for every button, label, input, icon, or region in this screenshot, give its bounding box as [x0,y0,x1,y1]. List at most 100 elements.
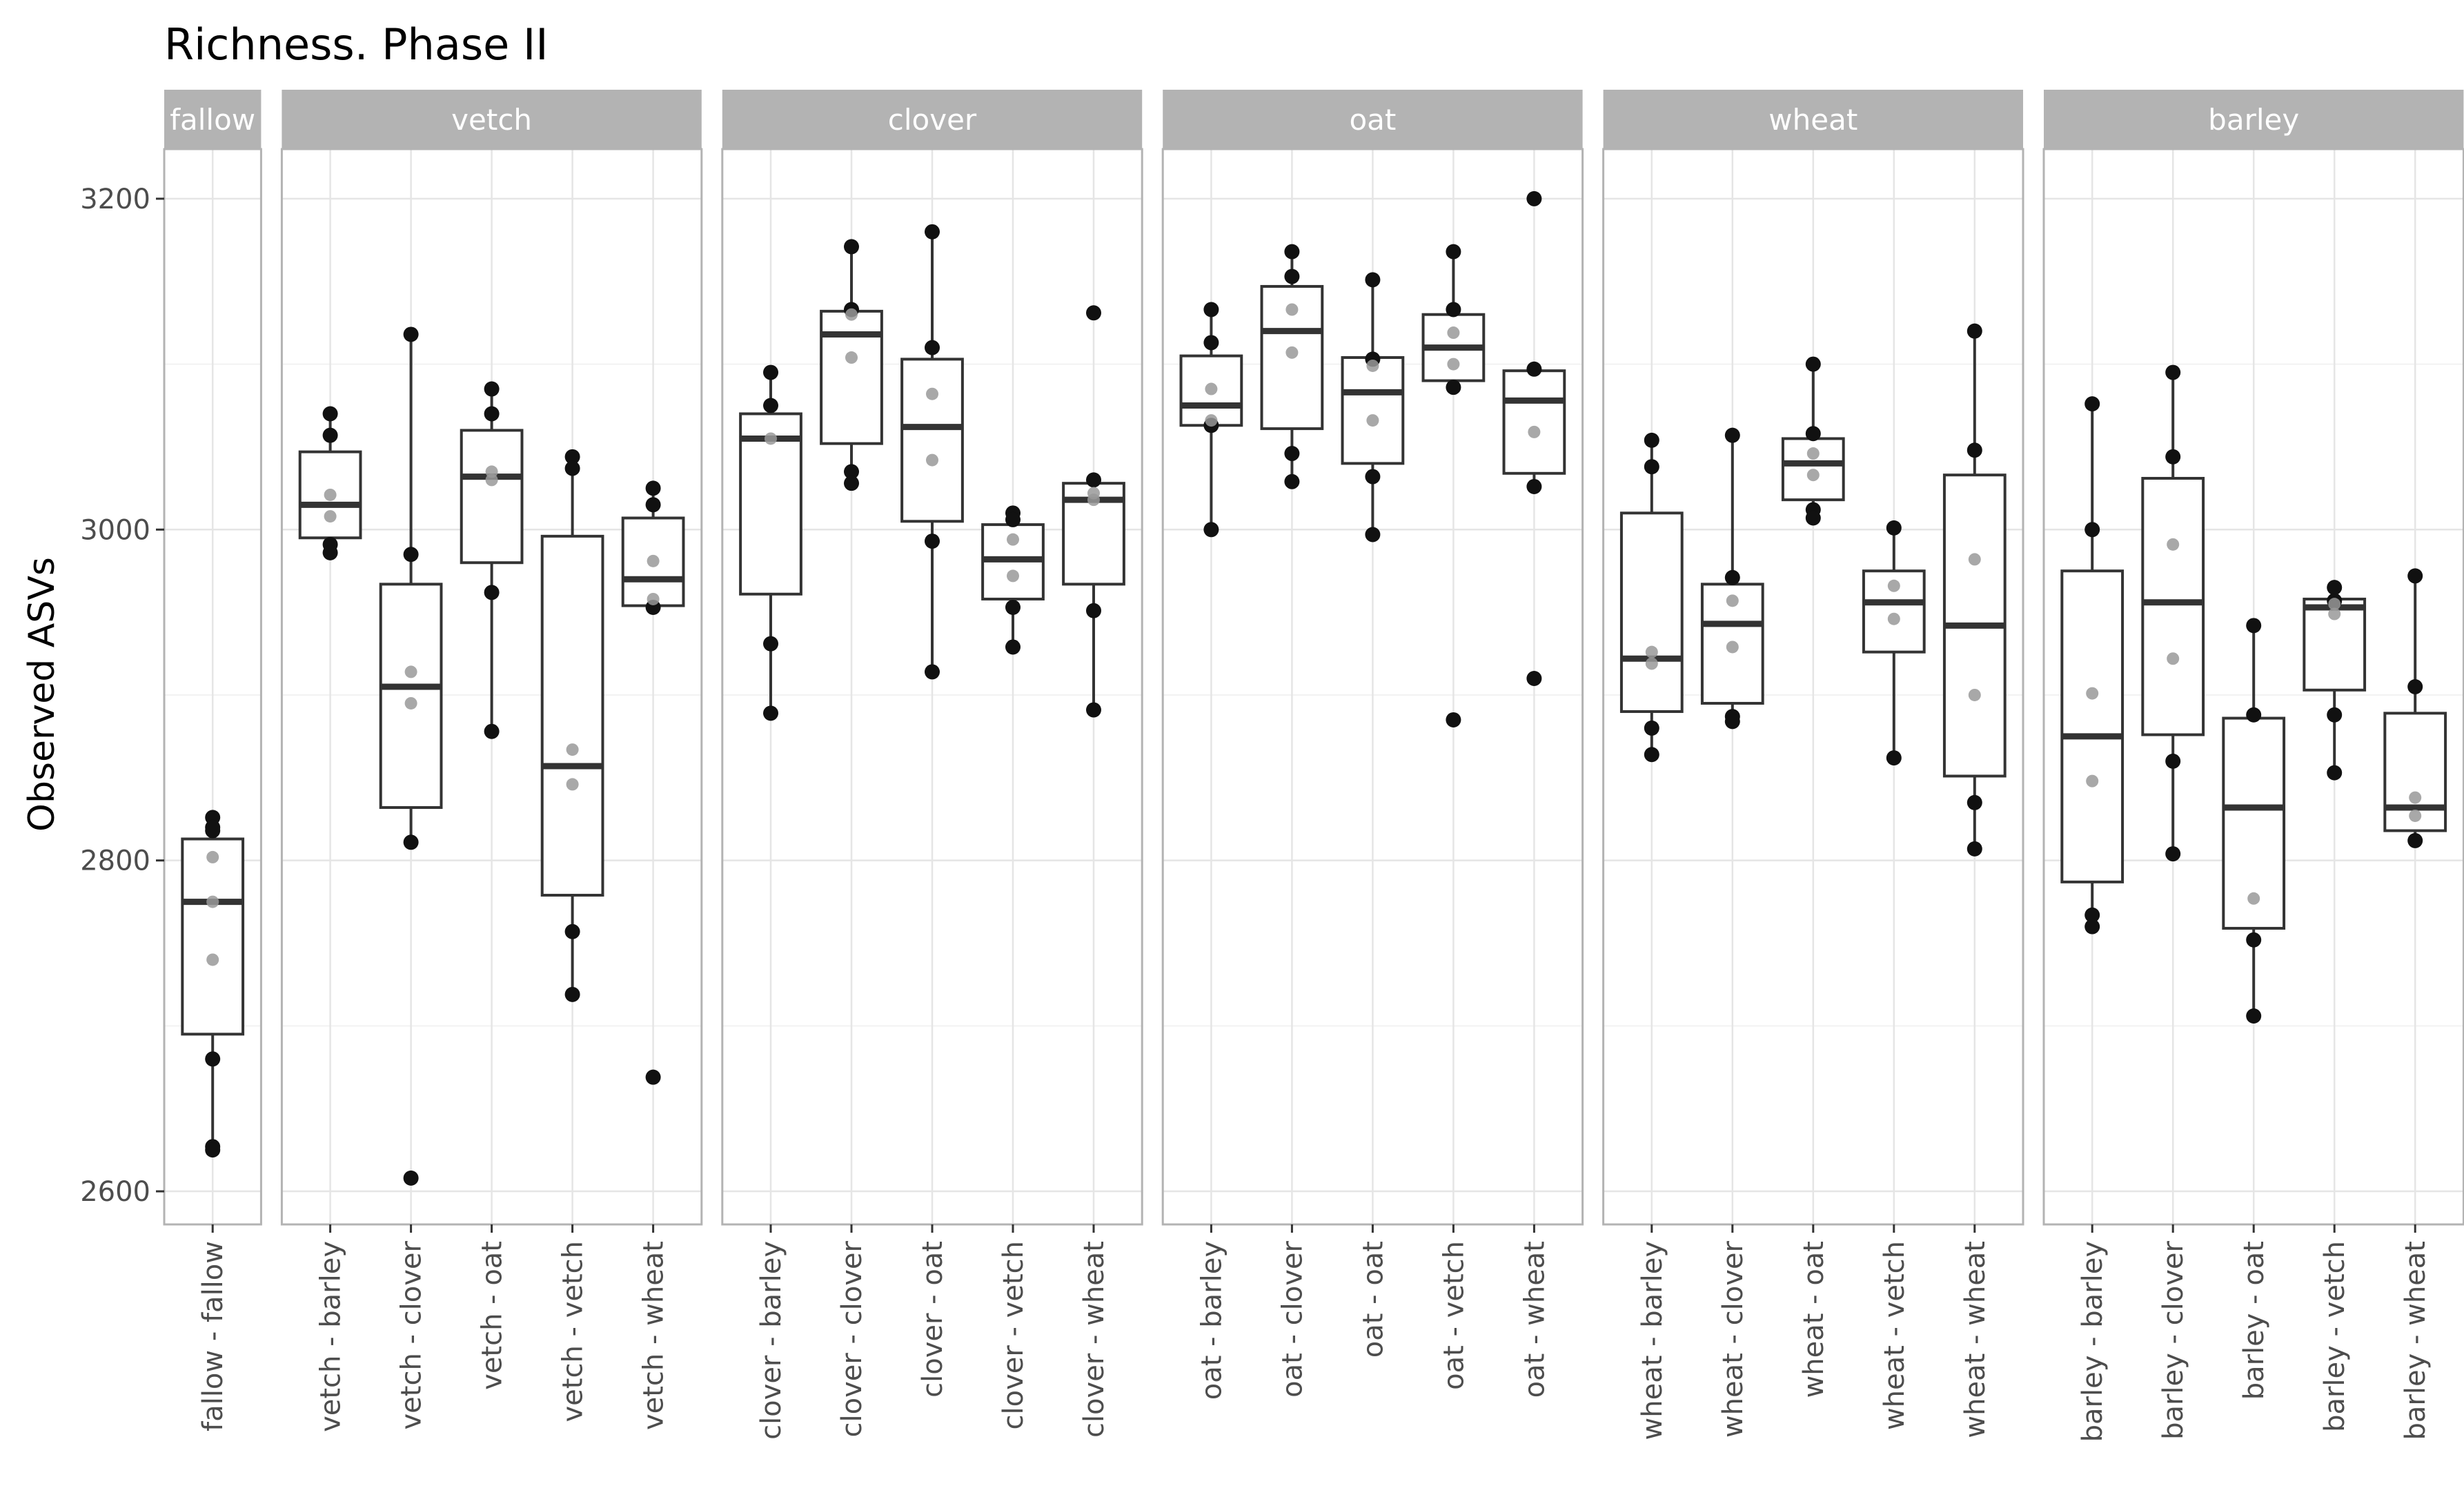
box-iqr [379,583,443,809]
boxplot-group [981,505,1045,655]
x-tick-label: barley - vetch [2319,1241,2351,1432]
boxplot-group [1502,190,1566,687]
x-tick-label: vetch - clover [396,1240,428,1429]
data-point-outer [925,340,940,355]
facet-panel-barley: barley barley - barley barley - clover barl… [2042,90,2464,1442]
x-tick-label: clover - wheat [1078,1241,1110,1438]
x-tick-label: oat - clover [1277,1240,1308,1397]
data-point-outer [564,449,580,465]
data-point-inner [2409,791,2422,804]
data-point-inner [1726,641,1739,654]
data-point-outer [1365,527,1381,542]
facet-strip-label: wheat [1768,103,1857,137]
x-tick-label: barley - oat [2238,1241,2270,1400]
data-point-inner [2167,538,2180,551]
data-point-inner [566,743,579,756]
boxplot-group [298,406,362,560]
data-point-outer [645,1069,661,1085]
data-point-outer [1005,639,1021,655]
data-point-outer [322,406,338,422]
boxplot-group [540,449,604,1002]
boxplot-group [1341,272,1405,542]
data-point-outer [2246,932,2262,948]
data-point-outer [2165,449,2181,465]
data-point-outer [2327,707,2343,723]
data-point-outer [1203,522,1219,538]
facet-strip [164,90,262,149]
data-point-outer [484,723,500,739]
data-point-outer [1526,361,1542,377]
boxplot-group [460,381,524,739]
panels-layer: fallow fallow - fallow vetch vetch - barley… [163,90,2464,1442]
data-point-outer [484,406,500,422]
facet-strip-label: vetch [451,103,532,137]
data-point-outer [1284,473,1300,489]
facet-panel-clover: clover clover - barley clover - clover clov… [721,90,1143,1440]
boxplot-group [1862,520,1926,766]
boxplot-group [820,239,883,491]
data-point-outer [2084,919,2100,935]
data-point-outer [205,1051,221,1067]
data-point-inner [1007,533,1019,546]
boxplot-group [1062,305,1125,718]
boxplot-group [1942,323,2007,857]
x-tick-label: clover - oat [917,1241,949,1398]
box-iqr [820,309,883,445]
boxplot-group [2141,364,2205,862]
data-point-inner [647,592,660,605]
boxplot-group [379,326,443,1186]
data-point-inner [1528,425,1541,438]
data-point-inner [765,432,777,445]
boxplot-group [2060,396,2125,935]
data-point-outer [1805,356,1821,372]
data-point-inner [1205,382,1218,395]
y-tick-label: 3000 [80,514,150,546]
data-point-inner [1806,469,1820,482]
data-point-outer [2084,907,2100,923]
chart-title: Richness. Phase II [164,19,549,70]
data-point-inner [1726,594,1739,607]
data-point-inner [1285,346,1299,359]
x-tick-label: vetch - vetch [558,1241,589,1422]
x-tick-label: wheat - oat [1798,1241,1830,1398]
data-point-outer [1365,272,1381,288]
data-point-outer [763,705,778,721]
data-point-outer [564,460,580,476]
facet-strip [282,90,702,149]
x-tick-label: clover - vetch [998,1241,1029,1429]
data-point-outer [2407,568,2423,584]
data-point-inner [206,953,219,966]
data-point-outer [1446,712,1461,727]
data-point-outer [1724,427,1740,443]
x-tick-label: oat - vetch [1438,1241,1470,1390]
facet-panel-vetch: vetch vetch - barley vetch - clover vetch -… [280,90,703,1432]
data-point-outer [645,497,661,513]
data-point-inner [1887,579,1900,592]
data-point-outer [763,398,778,413]
data-point-outer [2407,832,2423,848]
box-iqr [2222,716,2286,930]
data-point-inner [845,308,858,321]
data-point-outer [564,986,580,1002]
data-point-outer [322,545,338,560]
x-tick-label: vetch - wheat [638,1241,670,1430]
data-point-outer [403,834,419,850]
x-tick-label: oat - oat [1357,1241,1389,1358]
data-point-outer [1644,432,1659,448]
box-iqr [2141,476,2205,736]
data-point-outer [1886,520,1902,536]
data-point-outer [1967,323,1982,339]
data-point-inner [404,665,417,678]
data-point-outer [2327,580,2343,596]
data-point-inner [1447,326,1460,340]
data-point-inner [566,778,579,791]
box-iqr [1341,356,1405,465]
data-point-outer [925,224,940,239]
box-iqr [900,358,964,523]
facet-strip-label: clover [888,103,977,137]
data-point-inner [1806,447,1820,460]
data-point-outer [1086,702,1101,718]
data-point-inner [2409,809,2422,822]
data-point-outer [1967,442,1982,458]
data-point-inner [1205,414,1218,427]
